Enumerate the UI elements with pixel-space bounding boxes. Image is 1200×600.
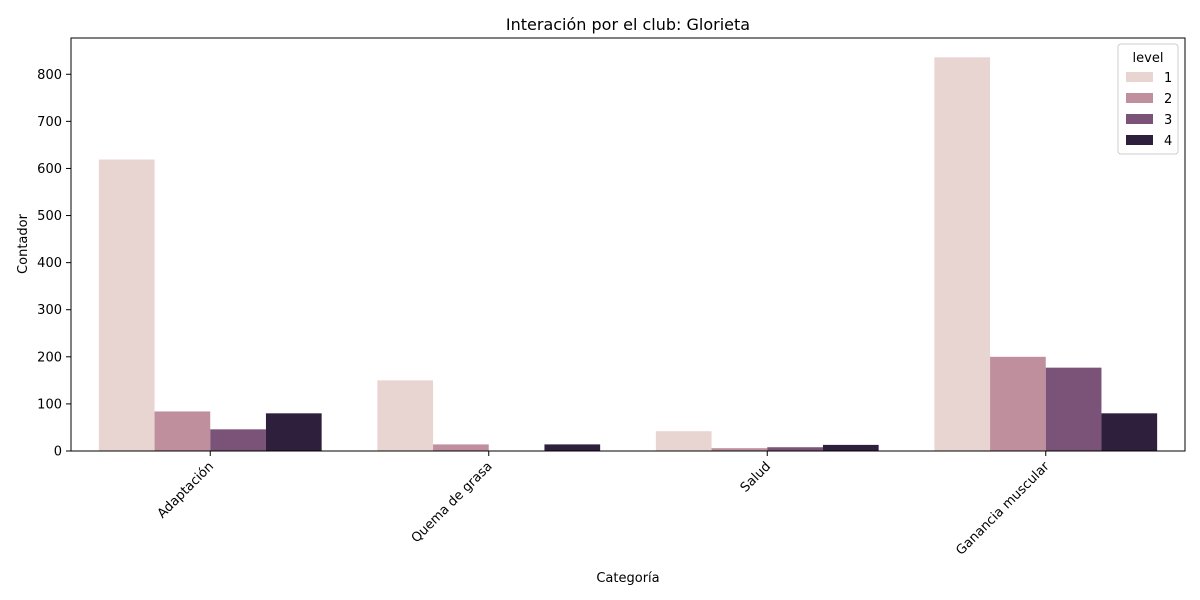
bar (544, 444, 601, 451)
y-tick-label: 400 (37, 256, 62, 271)
x-axis-label: Categoría (596, 571, 659, 586)
y-tick-label: 0 (54, 445, 62, 460)
legend-swatch (1126, 114, 1153, 124)
bar (154, 411, 211, 451)
x-tick-label: Ganancia muscular (953, 459, 1053, 559)
bar (265, 413, 322, 451)
legend-label: 3 (1164, 113, 1172, 128)
y-tick-label: 100 (37, 397, 62, 412)
bar (1045, 367, 1102, 451)
y-axis: 0 100 200 300 400 500 600 700 800 (37, 68, 71, 460)
bar (711, 448, 768, 451)
y-tick-label: 300 (37, 303, 62, 318)
bar (655, 431, 712, 451)
bar (98, 159, 155, 451)
bars-group (98, 57, 1158, 452)
bar (767, 447, 823, 451)
legend-title: level (1133, 51, 1164, 66)
legend-swatch (1126, 93, 1153, 103)
y-axis-label: Contador (16, 213, 31, 274)
x-tick-label: Salud (738, 459, 774, 495)
y-tick-label: 600 (37, 162, 62, 177)
bar (1101, 413, 1158, 451)
y-tick-label: 200 (37, 350, 62, 365)
bar (934, 57, 991, 452)
bar (433, 444, 489, 451)
bar (210, 429, 266, 451)
x-tick-label: Quema de grasa (409, 459, 496, 546)
y-tick-label: 700 (37, 115, 62, 130)
y-tick-label: 800 (37, 68, 62, 83)
legend-label: 4 (1164, 134, 1172, 149)
y-tick-label: 500 (37, 209, 62, 224)
legend-swatch (1126, 72, 1153, 82)
x-tick-label: Adaptación (155, 459, 217, 521)
legend-swatch (1126, 135, 1153, 145)
plot-frame (70, 37, 1186, 452)
legend-label: 1 (1164, 71, 1172, 86)
bar (377, 380, 434, 451)
x-axis: Adaptación Quema de grasa Salud Ganancia mu… (155, 451, 1053, 558)
chart-title: Interación por el club: Glorieta (506, 15, 750, 34)
bar (822, 444, 879, 451)
bar (990, 356, 1046, 451)
legend-label: 2 (1164, 92, 1172, 107)
